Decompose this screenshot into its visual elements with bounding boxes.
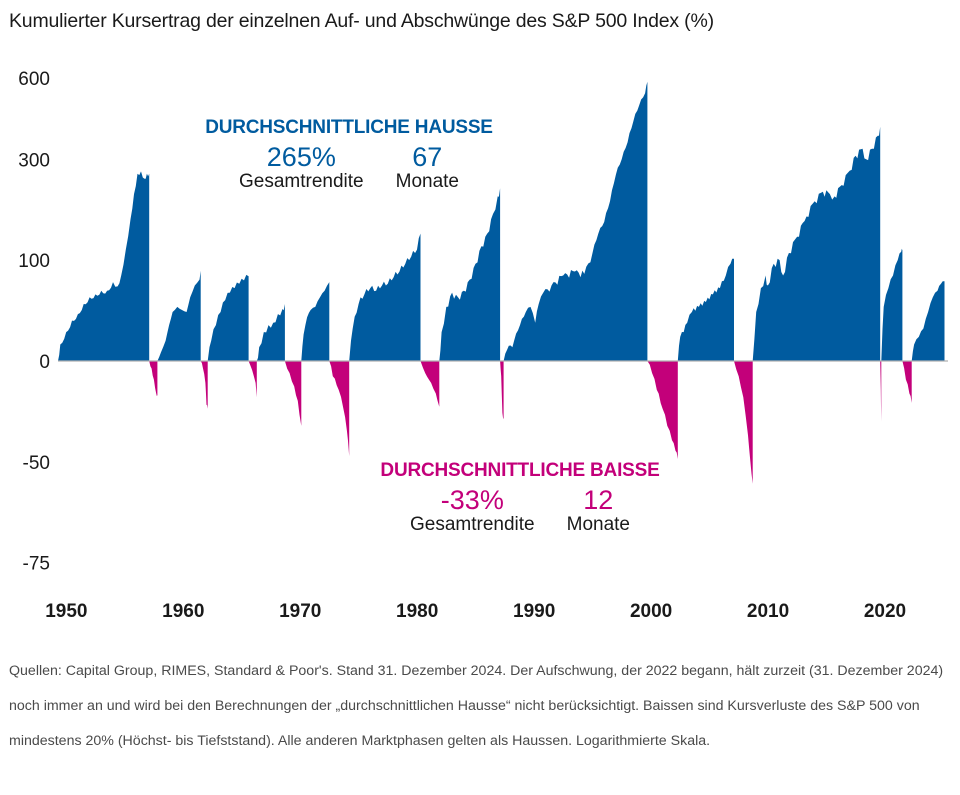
- baisse-months: 12 Monate: [567, 486, 630, 536]
- baisse-period-area: [248, 361, 257, 398]
- baisse-period-area: [329, 361, 350, 457]
- x-tick-label: 2010: [747, 601, 789, 622]
- hausse-return: 265% Gesamtrendite: [239, 143, 364, 193]
- y-axis-ticks: 600 300 100 0 -50 -75: [18, 69, 50, 575]
- hausse-period-area: [503, 81, 648, 361]
- hausse-period-area: [677, 258, 734, 361]
- hausse-period-area: [349, 233, 421, 361]
- x-tick-label: 1990: [513, 601, 555, 622]
- baisse-period-area: [200, 361, 208, 409]
- hausse-period-area: [439, 188, 501, 361]
- y-tick-label: 0: [39, 352, 50, 373]
- hausse-period-area: [207, 274, 249, 361]
- hausse-return-value: 265%: [266, 142, 336, 172]
- baisse-period-area: [734, 361, 753, 484]
- hausse-months-label: Monate: [395, 171, 459, 192]
- source-footnote: Quellen: Capital Group, RIMES, Standard …: [9, 663, 944, 749]
- x-axis-ticks: 1950 1960 1970 1980 1990 2000 2010 2020: [45, 601, 906, 622]
- hausse-months: 67 Monate: [396, 143, 459, 193]
- baisse-period-area: [647, 361, 678, 459]
- baisse-period-area: [284, 361, 302, 426]
- hausse-period-area: [752, 126, 881, 361]
- hausse-return-label: Gesamtrendite: [239, 171, 364, 192]
- x-tick-label: 2020: [864, 601, 906, 622]
- baisse-period-area: [902, 361, 912, 403]
- baisse-return: -33% Gesamtrendite: [410, 486, 535, 536]
- baisse-heading: DURCHSCHNITTLICHE BAISSE: [380, 460, 660, 481]
- x-tick-label: 1960: [162, 601, 204, 622]
- baisse-period-area: [500, 361, 504, 420]
- hausse-period-area: [881, 248, 903, 361]
- y-tick-label: -50: [23, 453, 50, 474]
- x-tick-label: 1980: [396, 601, 438, 622]
- hausse-heading: DURCHSCHNITTLICHE HAUSSE: [205, 117, 493, 138]
- baisse-period-area: [880, 361, 882, 422]
- hausse-period-area: [58, 171, 150, 361]
- hausse-period-area: [911, 281, 945, 361]
- hausse-annotation: DURCHSCHNITTLICHE HAUSSE 265% Gesamtrend…: [184, 117, 514, 193]
- hausse-period-area: [301, 282, 330, 361]
- baisse-months-value: 12: [583, 485, 614, 515]
- baisse-return-value: -33%: [440, 485, 504, 515]
- x-tick-label: 1950: [45, 601, 87, 622]
- baisse-annotation: DURCHSCHNITTLICHE BAISSE -33% Gesamtrend…: [360, 460, 680, 536]
- baisse-period-area: [149, 361, 158, 396]
- y-tick-label: 300: [18, 150, 50, 171]
- x-tick-label: 1970: [279, 601, 321, 622]
- x-tick-label: 2000: [630, 601, 672, 622]
- chart-areas: [58, 81, 945, 484]
- bull-bear-chart: 600 300 100 0 -50 -75 1950 1960 1970 1980 1990 200…: [18, 69, 948, 622]
- chart-title: Kumulierter Kursertrag der einzelnen Auf…: [9, 10, 714, 32]
- y-tick-label: -75: [23, 554, 50, 575]
- y-tick-label: 600: [18, 69, 50, 90]
- y-tick-label: 100: [18, 251, 50, 272]
- baisse-period-area: [420, 361, 440, 407]
- baisse-return-label: Gesamtrendite: [410, 514, 535, 535]
- hausse-period-area: [157, 270, 201, 361]
- hausse-period-area: [256, 304, 285, 361]
- hausse-months-value: 67: [412, 142, 443, 172]
- baisse-months-label: Monate: [566, 514, 630, 535]
